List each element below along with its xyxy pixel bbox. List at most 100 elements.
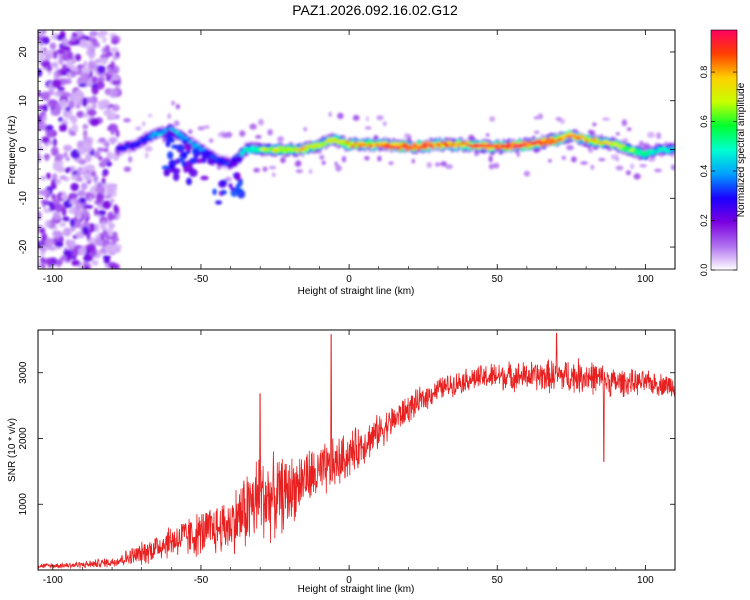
branch-blob: [177, 145, 185, 150]
faint-blob: [633, 173, 641, 180]
faint-blob: [262, 166, 268, 172]
ridge-blob: [458, 144, 464, 147]
ridge-blob: [392, 143, 398, 146]
ridge-blob: [195, 144, 201, 147]
faint-blob: [352, 114, 360, 121]
noise-blob: [95, 192, 105, 202]
figure-title: PAZ1.2026.092.16.02.G12: [292, 2, 458, 18]
noise-blob: [115, 84, 121, 89]
noise-blob: [43, 137, 50, 143]
noise-blob: [38, 142, 42, 147]
snr-xtick-label: 50: [492, 575, 504, 586]
faint-blob: [280, 157, 286, 164]
ridge-blob: [303, 149, 309, 152]
branch-blob: [235, 172, 241, 181]
noise-blob: [86, 243, 96, 252]
faint-blob: [123, 118, 131, 123]
faint-blob: [404, 133, 410, 139]
ridge-blob: [248, 150, 254, 153]
ridge-blob: [518, 145, 525, 148]
faint-blob: [197, 126, 205, 131]
faint-blob: [533, 116, 540, 120]
noise-blob: [101, 200, 112, 210]
noise-blob: [109, 198, 115, 203]
noise-blob: [101, 177, 106, 184]
noise-blob: [49, 203, 56, 212]
faint-blob: [383, 121, 387, 127]
colorbar-ticks: 0.0 0.2 0.4 0.6 0.8: [699, 66, 737, 276]
noise-blob: [115, 129, 120, 138]
noise-blob: [49, 42, 57, 50]
noise-blob: [67, 71, 72, 81]
faint-blob: [328, 111, 332, 118]
noise-blob: [56, 153, 64, 161]
noise-blob: [45, 172, 52, 180]
ridge-blob: [552, 140, 558, 143]
spectrogram-xtick-label: 50: [492, 274, 504, 285]
noise-blob: [64, 167, 71, 174]
snr-xtick-label: 100: [637, 575, 654, 586]
ridge-blob: [310, 146, 317, 149]
branch-blob: [163, 168, 169, 177]
branch-blob: [186, 177, 192, 186]
ridge-blob: [435, 143, 441, 146]
faint-blob: [267, 129, 273, 136]
ridge-blob: [241, 149, 247, 152]
noise-blob: [83, 138, 92, 145]
ridge-blob: [150, 133, 157, 136]
noise-blob: [60, 99, 68, 110]
noise-blob: [101, 100, 110, 107]
noise-blob: [66, 254, 72, 262]
noise-blob: [89, 118, 100, 127]
noise-blob: [103, 147, 109, 153]
noise-blob: [61, 37, 69, 46]
noise-blob: [92, 174, 99, 183]
noise-blob: [83, 112, 89, 118]
noise-blob: [94, 207, 99, 216]
noise-blob: [52, 210, 61, 221]
noise-blob: [38, 154, 42, 163]
noise-blob: [83, 254, 91, 262]
ridge-blob: [534, 141, 541, 144]
noise-blob: [104, 256, 110, 262]
faint-blob: [294, 160, 302, 167]
faint-blob: [654, 168, 662, 173]
faint-blob: [208, 138, 214, 143]
faint-blob: [571, 156, 577, 163]
noise-blob: [79, 197, 87, 204]
noise-blob: [113, 204, 118, 211]
colorbar-frame: [710, 29, 738, 271]
noise-blob: [108, 262, 117, 269]
branch-blob: [212, 188, 217, 195]
noise-blob: [43, 50, 54, 55]
faint-blob: [253, 167, 261, 173]
branch-blob: [218, 180, 227, 188]
ridge-blob: [620, 144, 626, 147]
faint-blob: [308, 168, 313, 175]
noise-blob: [97, 32, 104, 38]
ridge-blob: [575, 137, 582, 140]
ridge-blob: [506, 145, 512, 148]
noise-blob: [59, 30, 66, 40]
ridge-blob: [614, 144, 621, 147]
branch-blob: [228, 183, 233, 188]
noise-blob: [91, 76, 98, 84]
faint-blob: [335, 164, 342, 172]
branch-blob: [230, 186, 236, 191]
noise-blob: [92, 104, 97, 110]
ridge-blob: [149, 136, 155, 139]
spectrogram-xtick-label: 0: [346, 274, 352, 285]
faint-blob: [364, 126, 372, 130]
faint-blob: [239, 130, 246, 137]
faint-blob: [249, 123, 257, 130]
noise-blob: [73, 218, 82, 229]
noise-blob: [41, 60, 51, 68]
noise-blob: [90, 95, 98, 103]
noise-blob: [83, 172, 92, 181]
faint-blob: [489, 116, 496, 122]
noise-blob: [78, 82, 87, 88]
branch-blob: [191, 148, 200, 154]
noise-blob: [81, 97, 88, 107]
